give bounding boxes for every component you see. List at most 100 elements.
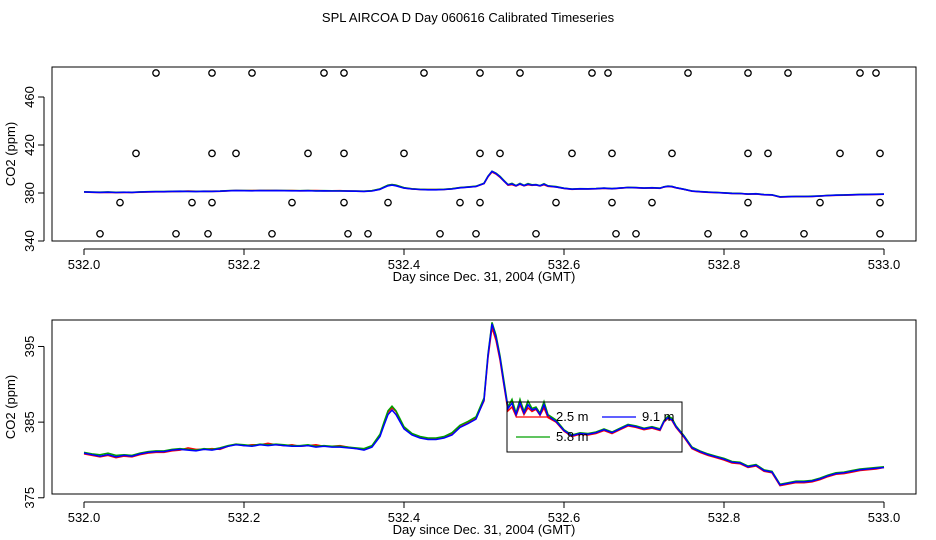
calibration-point (476, 198, 484, 207)
series-line-bottom-5-8-m (83, 322, 885, 486)
y-tick-label: 385 (22, 411, 37, 433)
calibration-point (876, 229, 884, 238)
calibration-point (856, 69, 864, 77)
series-line-top-2-5-m (83, 171, 885, 198)
calibration-point (208, 69, 216, 77)
calibration-point (96, 229, 104, 238)
calibration-point (268, 229, 276, 238)
x-tick-label: 532.6 (548, 510, 581, 525)
calibration-point (400, 149, 408, 158)
calibration-point (132, 149, 140, 158)
legend-label-5-8m: 5.8 m (556, 429, 589, 444)
calibration-point (532, 229, 540, 238)
plot-frame-top (51, 66, 917, 242)
calibration-point (876, 149, 884, 158)
series-lines-bottom (83, 322, 885, 487)
calibration-point (172, 229, 180, 238)
calibration-point (876, 198, 884, 207)
calibration-point (744, 149, 752, 158)
y-tick-label: 420 (22, 134, 37, 156)
calibration-point (516, 69, 524, 77)
calibration-point (436, 229, 444, 238)
x-axis-label-bottom: Day since Dec. 31, 2004 (GMT) (393, 522, 576, 537)
legend-label-9-1m: 9.1 m (642, 409, 675, 424)
calibration-point (612, 229, 620, 238)
y-axis-label-bottom: CO2 (ppm) (3, 375, 18, 439)
x-tick-label: 532.6 (548, 257, 581, 272)
y-axis-top: 340 380 420 460 (22, 86, 45, 252)
calibration-point (384, 198, 392, 207)
plot-frame-bottom (51, 319, 917, 495)
x-axis-label-top: Day since Dec. 31, 2004 (GMT) (393, 269, 576, 284)
calibration-point (496, 149, 504, 158)
y-tick-label: 380 (22, 182, 37, 204)
calibration-point (476, 69, 484, 77)
calibration-points (96, 69, 884, 238)
x-tick-label: 533.0 (868, 257, 901, 272)
calibration-point (704, 229, 712, 238)
y-axis-label-top: CO2 (ppm) (3, 122, 18, 186)
calibration-point (472, 229, 480, 238)
panel-bottom: 532.0 532.2 532.4 532.6 532.8 533.0 375 385 395… (3, 319, 917, 537)
x-tick-label: 532.4 (388, 510, 421, 525)
calibration-point (568, 149, 576, 158)
calibration-point (836, 149, 844, 158)
legend: 2.5 m 9.1 m 5.8 m (506, 401, 683, 453)
calibration-point (248, 69, 256, 77)
calibration-point (188, 198, 196, 207)
x-tick-label: 532.2 (228, 257, 261, 272)
calibration-point (152, 69, 160, 77)
calibration-point (340, 198, 348, 207)
calibration-point (208, 149, 216, 158)
x-tick-label: 532.8 (708, 510, 741, 525)
calibration-point (632, 229, 640, 238)
series-line-bottom-2-5-m (83, 327, 885, 487)
x-tick-label: 532.2 (228, 510, 261, 525)
y-tick-label: 395 (22, 336, 37, 358)
y-tick-label: 460 (22, 86, 37, 108)
calibration-point (784, 69, 792, 77)
calibration-point (588, 69, 596, 77)
x-axis-top: 532.0 532.2 532.4 532.6 532.8 533.0 (68, 248, 901, 272)
legend-label-2-5m: 2.5 m (556, 409, 589, 424)
calibration-point (204, 229, 212, 238)
calibration-point (340, 69, 348, 77)
calibration-point (552, 198, 560, 207)
calibration-point (340, 149, 348, 158)
calibration-point (800, 229, 808, 238)
calibration-point (476, 149, 484, 158)
x-tick-label: 533.0 (868, 510, 901, 525)
calibration-point (344, 229, 352, 238)
series-lines-top (83, 170, 885, 198)
x-tick-label: 532.0 (68, 257, 101, 272)
calibration-point (608, 198, 616, 207)
calibration-point (740, 229, 748, 238)
calibration-point (364, 229, 372, 238)
calibration-point (208, 198, 216, 207)
calibration-point (648, 198, 656, 207)
calibration-point (744, 198, 752, 207)
x-tick-label: 532.4 (388, 257, 421, 272)
series-line-top-9-1-m (83, 170, 885, 198)
series-line-bottom-9-1-m (83, 323, 885, 486)
x-tick-label: 532.0 (68, 510, 101, 525)
calibration-point (668, 149, 676, 158)
x-tick-label: 532.8 (708, 257, 741, 272)
calibration-point (872, 69, 880, 77)
calibration-point (816, 198, 824, 207)
calibration-point (320, 69, 328, 77)
calibration-point (604, 69, 612, 77)
legend-box (506, 401, 683, 453)
calibration-point (684, 69, 692, 77)
y-tick-label: 340 (22, 230, 37, 252)
y-tick-label: 375 (22, 487, 37, 509)
panel-top: 532.0 532.2 532.4 532.6 532.8 533.0 340 380 420… (3, 66, 917, 284)
calibration-point (764, 149, 772, 158)
calibration-point (232, 149, 240, 158)
calibration-point (304, 149, 312, 158)
calibration-point (116, 198, 124, 207)
calibration-point (456, 198, 464, 207)
y-axis-bottom: 375 385 395 (22, 336, 45, 509)
calibration-point (288, 198, 296, 207)
